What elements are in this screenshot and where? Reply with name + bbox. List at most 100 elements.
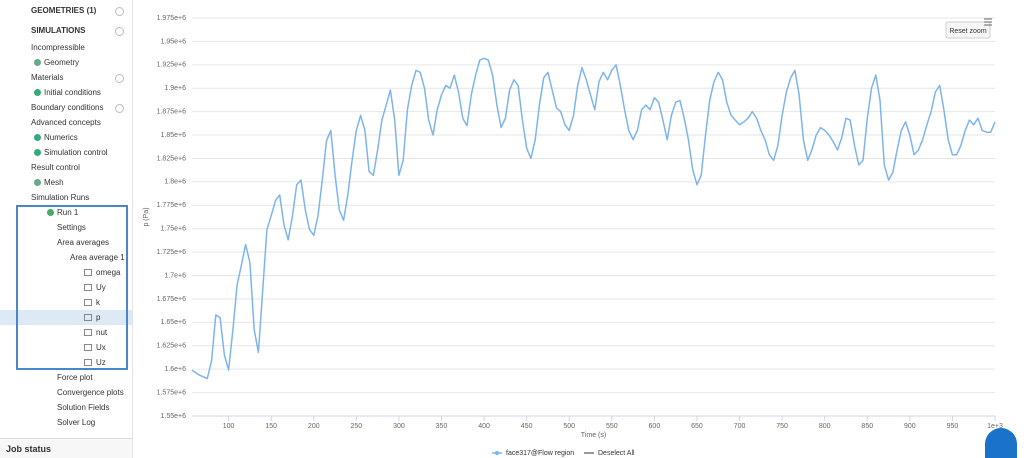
tree-item-label[interactable]: Incompressible xyxy=(31,43,85,52)
tree-item[interactable]: Geometry xyxy=(0,55,132,70)
y-tick-label: 1.825e+6 xyxy=(157,155,186,162)
tree-item-label[interactable]: Convergence plots xyxy=(57,388,124,397)
status-icon xyxy=(34,179,41,186)
y-tick-label: 1.625e+6 xyxy=(157,343,186,350)
y-tick-label: 1.875e+6 xyxy=(157,108,186,115)
x-tick-label: 950 xyxy=(947,423,959,430)
tree-item-label[interactable]: GEOMETRIES (1) xyxy=(31,6,97,15)
tree-item[interactable]: Solver Log xyxy=(0,415,132,430)
reset-zoom-button[interactable] xyxy=(945,21,991,39)
reset-zoom-label[interactable]: Reset zoom xyxy=(949,28,987,35)
tree-item[interactable]: SIMULATIONS xyxy=(0,23,132,38)
tree-item-label[interactable]: Result control xyxy=(31,163,80,172)
status-icon xyxy=(47,209,54,216)
y-tick-label: 1.925e+6 xyxy=(157,62,186,69)
tree-item-label[interactable]: omega xyxy=(96,268,121,277)
x-tick-label: 450 xyxy=(521,423,533,430)
y-tick-label: 1.9e+6 xyxy=(164,85,186,92)
x-tick-label: 800 xyxy=(819,423,831,430)
y-tick-label: 1.675e+6 xyxy=(157,296,186,303)
add-button[interactable] xyxy=(115,7,124,16)
tree-item[interactable]: Result control xyxy=(0,160,132,175)
tree-item-label[interactable]: Settings xyxy=(57,223,86,232)
tree-item[interactable]: Run 1 xyxy=(0,205,132,220)
tree-item[interactable]: Simulation control xyxy=(0,145,132,160)
job-status[interactable]: Job status xyxy=(0,438,132,458)
tree-item-label[interactable]: Ux xyxy=(96,343,106,352)
tree-item[interactable]: Initial conditions xyxy=(0,85,132,100)
help-button[interactable] xyxy=(985,428,1017,458)
tree-item[interactable]: Solution Fields xyxy=(0,400,132,415)
tree-item[interactable]: Boundary conditions xyxy=(0,100,132,115)
y-tick-label: 1.725e+6 xyxy=(157,249,186,256)
tree-item[interactable]: Ux xyxy=(0,340,132,355)
tree-item-label[interactable]: Run 1 xyxy=(57,208,79,217)
x-tick-label: 500 xyxy=(563,423,575,430)
tree-item[interactable]: Force plot xyxy=(0,370,132,385)
tree-item[interactable]: GEOMETRIES (1) xyxy=(0,3,132,18)
tree-item[interactable]: p xyxy=(0,310,132,325)
y-tick-label: 1.75e+6 xyxy=(161,226,187,233)
tree-item-label[interactable]: Initial conditions xyxy=(44,88,101,97)
tree-item[interactable]: nut xyxy=(0,325,132,340)
tree-item[interactable]: Area averages xyxy=(0,235,132,250)
y-tick-label: 1.7e+6 xyxy=(164,272,186,279)
tree-item[interactable]: Mesh xyxy=(0,175,132,190)
tree-item-label[interactable]: nut xyxy=(96,328,108,337)
tree-item[interactable]: Convergence plots xyxy=(0,385,132,400)
tree-item[interactable]: Area average 1 xyxy=(0,250,132,265)
plot-icon xyxy=(84,314,92,321)
tree-item-label[interactable]: Boundary conditions xyxy=(31,103,104,112)
tree-item[interactable]: Incompressible xyxy=(0,40,132,55)
tree-item-label[interactable]: Simulation control xyxy=(44,148,108,157)
menu-icon[interactable] xyxy=(984,18,992,26)
add-button[interactable] xyxy=(115,27,124,36)
chart: Reset zoom 1.55e+6 1.575e+6 1.6e+6 1.625e+6… xyxy=(143,15,1003,457)
tree-item-label[interactable]: Area averages xyxy=(57,238,110,247)
tree-item-label[interactable]: Materials xyxy=(31,73,64,82)
y-tick-label: 1.55e+6 xyxy=(161,413,187,420)
tree-item-label[interactable]: p xyxy=(96,313,101,322)
tree-item[interactable]: Uy xyxy=(0,280,132,295)
tree-item[interactable]: k xyxy=(0,295,132,310)
status-icon xyxy=(34,89,41,96)
tree-item-label[interactable]: k xyxy=(96,298,100,307)
legend-item[interactable]: face317@Flow region xyxy=(506,450,574,457)
tree-item[interactable]: Simulation Runs xyxy=(0,190,132,205)
tree-item[interactable]: omega xyxy=(0,265,132,280)
add-button[interactable] xyxy=(115,74,124,83)
tree-item-label[interactable]: Uy xyxy=(96,283,106,292)
legend-deselect[interactable]: Deselect All xyxy=(598,450,635,457)
x-tick-label: 350 xyxy=(436,423,448,430)
tree-item[interactable]: Uz xyxy=(0,355,132,370)
tree-item-label[interactable]: Advanced concepts xyxy=(31,118,101,127)
tree-item[interactable]: Numerics xyxy=(0,130,132,145)
tree-item-label[interactable]: Solver Log xyxy=(57,418,96,427)
tree-item-label[interactable]: Geometry xyxy=(44,58,80,67)
legend-symbol-dot xyxy=(495,451,499,455)
tree-item-label[interactable]: Mesh xyxy=(44,178,64,187)
x-tick-label: 200 xyxy=(308,423,320,430)
tree-item[interactable]: Advanced concepts xyxy=(0,115,132,130)
selection-highlight xyxy=(16,205,128,370)
plot-icon xyxy=(84,359,92,366)
x-tick-label: 750 xyxy=(776,423,788,430)
tree-item-label[interactable]: Area average 1 xyxy=(70,253,125,262)
data-line xyxy=(191,57,996,380)
tree-item-label[interactable]: SIMULATIONS xyxy=(31,26,86,35)
y-tick-label: 1.6e+6 xyxy=(164,366,186,373)
tree-item-label[interactable]: Numerics xyxy=(44,133,78,142)
plot-icon xyxy=(84,284,92,291)
add-button[interactable] xyxy=(115,104,124,113)
tree-item-label[interactable]: Solution Fields xyxy=(57,403,110,412)
tree-item-label[interactable]: Uz xyxy=(96,358,106,367)
tree-item-label[interactable]: Force plot xyxy=(57,373,93,382)
tree-item[interactable]: Settings xyxy=(0,220,132,235)
plot-icon xyxy=(84,269,92,276)
tree-item-label[interactable]: Simulation Runs xyxy=(31,193,90,202)
tree-item[interactable]: Materials xyxy=(0,70,132,85)
y-tick-label: 1.85e+6 xyxy=(161,132,187,139)
plot-icon xyxy=(84,299,92,306)
sidebar-tree: GEOMETRIES (1) SIMULATIONS Incompressible G… xyxy=(0,0,133,458)
